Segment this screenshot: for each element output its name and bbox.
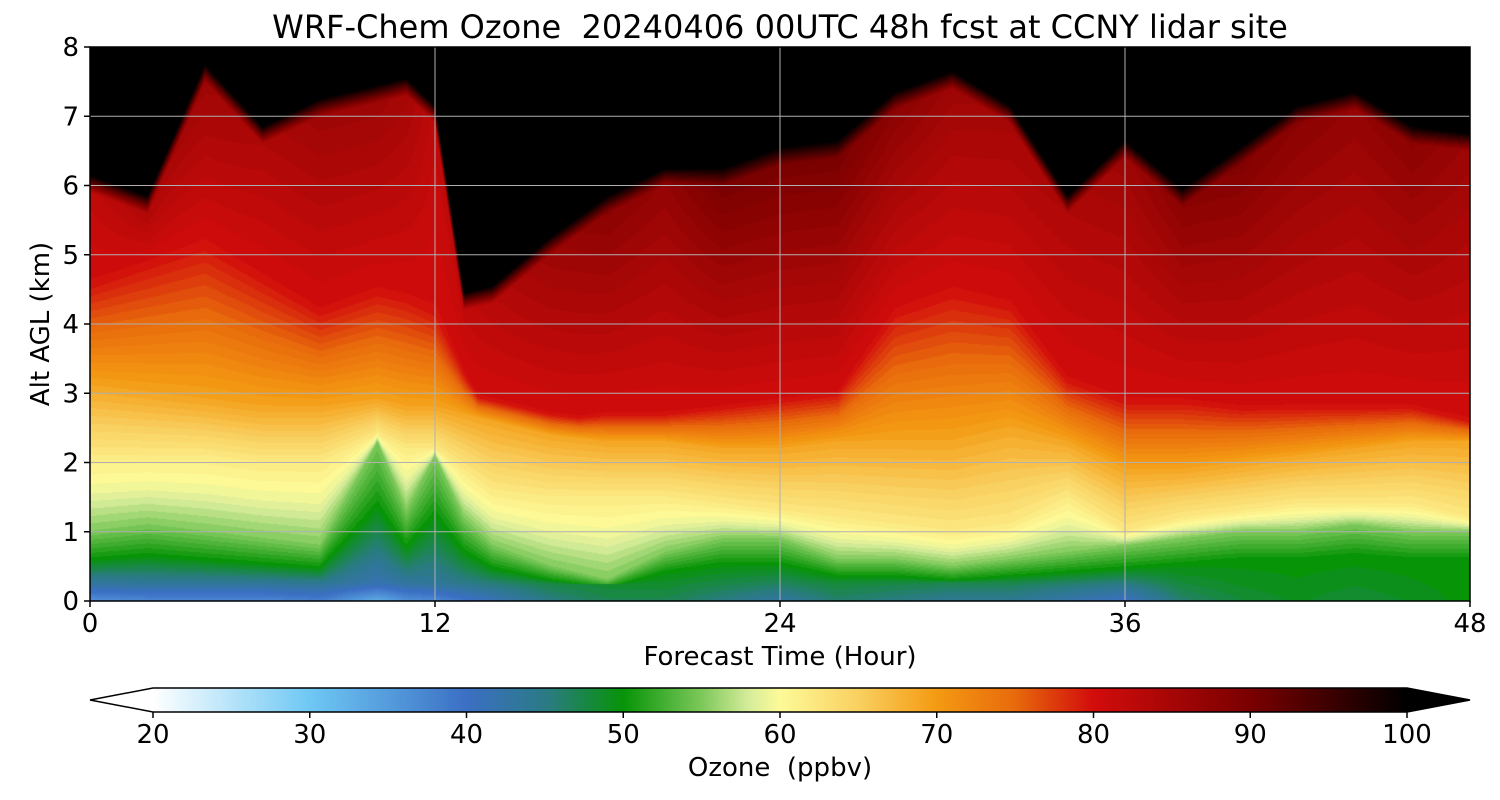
x-tick-label: 12 (418, 609, 451, 639)
x-tick-label: 24 (763, 609, 796, 639)
chart-title: WRF-Chem Ozone 20240406 00UTC 48h fcst a… (272, 8, 1288, 46)
x-axis-label: Forecast Time (Hour) (643, 642, 916, 672)
plot-area (89, 46, 1471, 602)
colorbar-tick-label: 100 (1382, 720, 1432, 750)
y-tick-label: 6 (62, 172, 79, 202)
colorbar-extend-low (90, 688, 153, 712)
y-axis: 0 1 2 3 4 5 6 7 8 (62, 33, 90, 617)
y-tick-label: 2 (62, 449, 79, 479)
y-tick-label: 8 (62, 33, 79, 63)
colorbar-tick-label: 80 (1077, 720, 1110, 750)
colorbar-tick-label: 30 (293, 720, 326, 750)
colorbar-extend-high (1407, 688, 1470, 712)
y-tick-label: 1 (62, 518, 79, 548)
x-axis: 0 12 24 36 48 (82, 601, 1487, 639)
grid-lines (90, 47, 1470, 601)
x-tick-label: 48 (1453, 609, 1486, 639)
y-tick-label: 3 (62, 379, 79, 409)
colorbar-label: Ozone (ppbv) (688, 753, 872, 783)
y-axis-label: Alt AGL (km) (26, 242, 56, 406)
x-tick-label: 36 (1108, 609, 1141, 639)
colorbar: 20 30 40 50 60 70 80 90 100 (89, 687, 1471, 750)
colorbar-tick-label: 90 (1234, 720, 1267, 750)
colorbar-ticks: 20 30 40 50 60 70 80 90 100 (136, 712, 1432, 750)
y-tick-label: 5 (62, 241, 79, 271)
y-tick-label: 4 (62, 310, 79, 340)
x-tick-label: 0 (82, 609, 99, 639)
y-tick-label: 7 (62, 102, 79, 132)
colorbar-tick-label: 20 (136, 720, 169, 750)
colorbar-tick-label: 40 (450, 720, 483, 750)
colorbar-tick-label: 50 (607, 720, 640, 750)
y-tick-label: 0 (62, 587, 79, 617)
colorbar-tick-label: 60 (763, 720, 796, 750)
colorbar-gradient (153, 688, 1407, 712)
colorbar-tick-label: 70 (920, 720, 953, 750)
